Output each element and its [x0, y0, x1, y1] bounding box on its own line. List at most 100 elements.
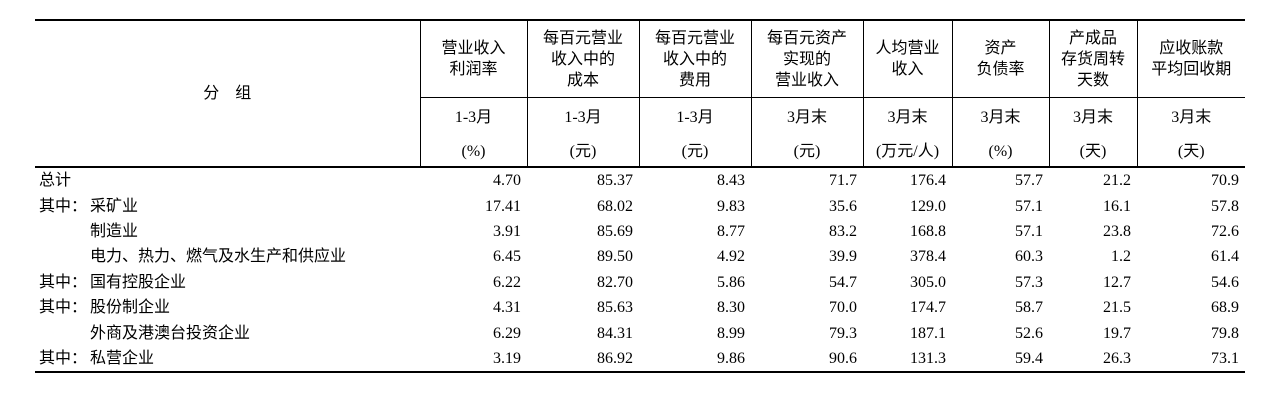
column-header: 产成品 存货周转 天数 — [1048, 19, 1137, 98]
cell-value: 3.19 — [420, 345, 527, 374]
cell-value: 82.70 — [597, 273, 633, 291]
row-prefix: 其中： — [39, 273, 88, 291]
cell-value: 73.1 — [1137, 345, 1245, 374]
cell-value: 85.69 — [597, 222, 633, 240]
cell-value: 26.3 — [1049, 345, 1137, 374]
column-unit: (%) — [951, 136, 1049, 168]
cell-value: 168.8 — [910, 222, 946, 240]
row-label: 其中： 采矿业 — [35, 193, 420, 218]
row-name: 外商及港澳台投资企业 — [90, 324, 251, 342]
column-period: 3月末 — [951, 97, 1049, 136]
cell-value: 8.30 — [717, 299, 745, 317]
column-period: 1-3月 — [526, 97, 639, 136]
cell-value: 70.9 — [1211, 172, 1239, 190]
cell-value: 68.02 — [597, 197, 633, 215]
cell-value: 57.3 — [1015, 273, 1043, 291]
column-name-line: 利润率 — [449, 61, 498, 78]
data-table: 分 组营业收入 利润率 每百元营业 收入中的 成本 每百元营业 收入中的 费用 每百元资产 实现的… — [35, 19, 1245, 374]
cell-value: 72.6 — [1211, 222, 1239, 240]
row-label: 总计 — [35, 167, 420, 193]
cell-value: 83.2 — [829, 222, 857, 240]
cell-value: 23.8 — [1103, 222, 1131, 240]
row-name: 制造业 — [90, 222, 139, 240]
cell-value: 70.0 — [829, 299, 857, 317]
column-header: 人均营业 收入 — [862, 19, 952, 98]
cell-value: 8.77 — [717, 222, 745, 240]
row-label: 外商及港澳台投资企业 — [35, 320, 420, 345]
header-row: 分 组营业收入 利润率 每百元营业 收入中的 成本 每百元营业 收入中的 费用 每百元资产 实现的… — [35, 19, 1245, 168]
row-name: 采矿业 — [90, 197, 139, 215]
cell-value: 35.6 — [829, 197, 857, 215]
column-name-line: 收入中的 — [662, 50, 727, 68]
table-row: 电力、热力、燃气及水生产和供应业 6.45 89.50 4.92 39.9 378.4 60… — [35, 244, 1245, 269]
cell-value: 61.4 — [1211, 248, 1239, 266]
column-name-line: 营业收入 — [441, 40, 506, 57]
cell-value: 131.3 — [863, 345, 952, 374]
row-name: 国有控股企业 — [90, 273, 187, 291]
column-name-line: 营业收入 — [774, 71, 839, 89]
row-name: 电力、热力、燃气及水生产和供应业 — [90, 248, 347, 266]
cell-value: 19.7 — [1103, 324, 1131, 342]
cell-value: 57.1 — [1015, 222, 1043, 240]
cell-value: 187.1 — [910, 324, 946, 342]
column-name-line: 收入 — [891, 61, 924, 78]
column-name-line: 每百元资产 — [766, 29, 847, 47]
table-row: 外商及港澳台投资企业 6.29 84.31 8.99 79.3 187.1 52.6 19.7… — [35, 320, 1245, 345]
cell-value: 39.9 — [829, 248, 857, 266]
column-unit: (元) — [638, 136, 751, 168]
cell-value: 79.3 — [829, 324, 857, 342]
cell-value: 21.5 — [1103, 299, 1131, 317]
header-row: (%) (元) (元) (元) (万元/人) (%) (天) (天) — [35, 136, 1245, 168]
cell-value: 12.7 — [1103, 273, 1131, 291]
table-header: 分 组营业收入 利润率 每百元营业 收入中的 成本 每百元营业 收入中的 费用 每百元资产 实现的… — [35, 19, 1245, 168]
cell-value: 6.45 — [493, 248, 521, 266]
column-period: 3月末 — [862, 97, 952, 136]
row-prefix: 其中： — [39, 299, 88, 317]
column-name-line: 负债率 — [976, 61, 1025, 78]
cell-value: 84.31 — [597, 324, 633, 342]
row-label: 其中： 私营企业 — [35, 345, 420, 374]
cell-value: 4.31 — [493, 299, 521, 317]
cell-value: 21.2 — [1103, 172, 1131, 190]
table-row: 其中： 采矿业 17.41 68.02 9.83 35.6 129.0 57.1 16.1 57.… — [35, 193, 1245, 218]
column-header: 应收账款 平均回收期 — [1136, 19, 1245, 98]
cell-value: 68.9 — [1211, 299, 1239, 317]
cell-value: 305.0 — [910, 273, 946, 291]
column-name-line: 存货周转 — [1060, 50, 1125, 68]
column-period: 3月末 — [1048, 97, 1137, 136]
cell-value: 6.29 — [493, 324, 521, 342]
row-label: 其中： 股份制企业 — [35, 295, 420, 320]
cell-value: 57.7 — [1015, 172, 1043, 190]
cell-value: 59.4 — [952, 345, 1049, 374]
cell-value: 174.7 — [910, 299, 946, 317]
row-name: 股份制企业 — [90, 299, 171, 317]
table-row: 其中： 私营企业 3.19 86.92 9.86 90.6 131.3 59.4 26.3 73.… — [35, 345, 1245, 374]
cell-value: 16.1 — [1103, 197, 1131, 215]
cell-value: 54.7 — [829, 273, 857, 291]
column-name-line: 资产 — [984, 40, 1017, 57]
header-row: 1-3月 1-3月 1-3月 3月末 3月末 3月末 3月末 3月末 — [35, 97, 1245, 136]
column-header: 营业收入 利润率 — [419, 19, 527, 98]
column-period: 3月末 — [750, 97, 863, 136]
cell-value: 9.86 — [639, 345, 751, 374]
column-header: 资产 负债率 — [951, 19, 1049, 98]
table-body: 总计 4.70 85.37 8.43 71.7 176.4 57.7 21.2 70.9 其中：采… — [35, 167, 1245, 374]
column-period: 1-3月 — [419, 97, 527, 136]
group-header: 分 组 — [35, 19, 420, 168]
column-name-line: 人均营业 — [875, 40, 940, 57]
column-name-line: 应收账款 — [1159, 40, 1224, 57]
row-prefix: 其中： — [39, 349, 88, 367]
column-period: 1-3月 — [638, 97, 751, 136]
cell-value: 90.6 — [751, 345, 863, 374]
cell-value: 6.22 — [493, 273, 521, 291]
cell-value: 9.83 — [717, 197, 745, 215]
cell-value: 58.7 — [1015, 299, 1043, 317]
cell-value: 4.70 — [493, 172, 521, 190]
row-name: 总计 — [39, 172, 72, 190]
cell-value: 89.50 — [597, 248, 633, 266]
column-unit: (天) — [1136, 136, 1245, 168]
cell-value: 1.2 — [1111, 248, 1131, 266]
cell-value: 57.1 — [1015, 197, 1043, 215]
table-row: 其中： 国有控股企业 6.22 82.70 5.86 54.7 305.0 57.3 12.7 5… — [35, 270, 1245, 295]
